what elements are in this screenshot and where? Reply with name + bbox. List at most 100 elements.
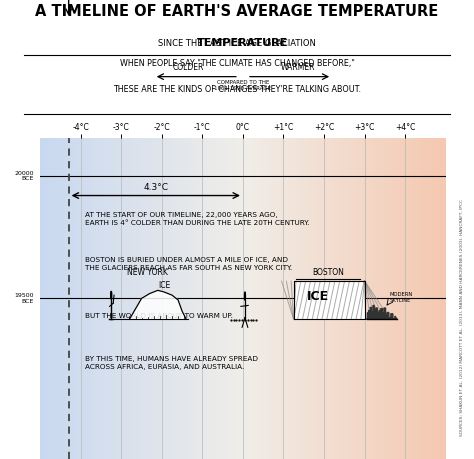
Bar [246, 138, 247, 459]
Bar [102, 138, 104, 459]
Bar [129, 138, 131, 459]
Bar [171, 138, 173, 459]
Bar [127, 138, 128, 459]
Bar [58, 138, 59, 459]
Bar [73, 138, 74, 459]
Bar [267, 138, 269, 459]
Bar [205, 138, 207, 459]
Bar [90, 138, 91, 459]
Bar [200, 138, 201, 459]
Bar [193, 138, 194, 459]
Bar [435, 138, 436, 459]
Bar [371, 138, 373, 459]
Bar [234, 138, 235, 459]
Bar [325, 138, 327, 459]
Bar [356, 138, 358, 459]
Bar [115, 138, 116, 459]
Bar [112, 138, 113, 459]
Bar [381, 138, 382, 459]
Bar [329, 138, 331, 459]
Bar [279, 138, 281, 459]
Bar [350, 138, 351, 459]
Bar [439, 138, 440, 459]
Bar [336, 138, 337, 459]
Bar [331, 138, 332, 459]
Bar [301, 138, 302, 459]
Bar [410, 138, 412, 459]
Bar [300, 138, 301, 459]
Bar [135, 138, 136, 459]
Bar [323, 138, 324, 459]
Bar [88, 138, 89, 459]
Bar [315, 138, 316, 459]
Bar [235, 138, 236, 459]
Bar [427, 138, 428, 459]
Bar [440, 138, 441, 459]
Bar [70, 138, 72, 459]
Bar [53, 138, 54, 459]
Bar [310, 138, 312, 459]
Bar [412, 138, 413, 459]
Bar [417, 138, 419, 459]
Bar [367, 138, 369, 459]
Text: A TIMELINE OF EARTH'S AVERAGE TEMPERATURE: A TIMELINE OF EARTH'S AVERAGE TEMPERATUR… [36, 4, 438, 19]
Bar [208, 138, 209, 459]
Bar [224, 138, 225, 459]
Bar [170, 138, 171, 459]
Bar [392, 138, 393, 459]
Bar [189, 138, 190, 459]
Bar [191, 138, 193, 459]
Bar [167, 138, 169, 459]
Bar [123, 138, 124, 459]
Bar [255, 138, 256, 459]
Text: BOSTON: BOSTON [312, 269, 344, 277]
Bar [348, 138, 350, 459]
Bar [164, 138, 166, 459]
Bar [120, 138, 121, 459]
Bar [389, 138, 390, 459]
Bar [174, 138, 175, 459]
Text: AT THE START OF OUR TIMELINE, 22,000 YEARS AGO,
EARTH IS 4° COLDER THAN DURING T: AT THE START OF OUR TIMELINE, 22,000 YEA… [85, 212, 309, 226]
Bar [393, 138, 394, 459]
Bar [229, 138, 231, 459]
Bar [51, 138, 53, 459]
Bar [163, 138, 164, 459]
Text: WHEN PEOPLE SAY "THE CLIMATE HAS CHANGED BEFORE,": WHEN PEOPLE SAY "THE CLIMATE HAS CHANGED… [119, 59, 355, 68]
Bar [377, 138, 378, 459]
Bar [77, 138, 78, 459]
Bar [400, 138, 401, 459]
Bar [352, 138, 354, 459]
Text: BY THIS TIME, HUMANS HAVE ALREADY SPREAD
ACROSS AFRICA, EURASIA, AND AUSTRALIA.: BY THIS TIME, HUMANS HAVE ALREADY SPREAD… [85, 356, 258, 370]
Bar [228, 138, 229, 459]
Bar [321, 138, 323, 459]
Bar [93, 138, 94, 459]
Bar [397, 138, 398, 459]
Bar [166, 138, 167, 459]
Bar [110, 138, 112, 459]
Bar [254, 138, 255, 459]
Bar [404, 138, 405, 459]
Bar [201, 138, 202, 459]
Bar [324, 138, 325, 459]
Bar [304, 138, 305, 459]
Bar [136, 138, 137, 459]
Bar [213, 138, 215, 459]
Bar [173, 138, 174, 459]
Bar [146, 138, 147, 459]
Text: COMPARED TO THE
1961-1990 AVERAGE: COMPARED TO THE 1961-1990 AVERAGE [214, 80, 272, 91]
Bar [197, 138, 198, 459]
Bar [220, 138, 221, 459]
Bar [283, 138, 285, 459]
Bar [379, 138, 381, 459]
Bar [293, 138, 294, 459]
Bar [202, 138, 204, 459]
Bar [327, 138, 328, 459]
Bar [219, 138, 220, 459]
Bar [75, 138, 77, 459]
Bar [443, 138, 444, 459]
Text: WARMER: WARMER [281, 63, 315, 72]
Bar [66, 138, 67, 459]
Bar [383, 138, 385, 459]
Bar [405, 138, 406, 459]
Bar [221, 138, 223, 459]
